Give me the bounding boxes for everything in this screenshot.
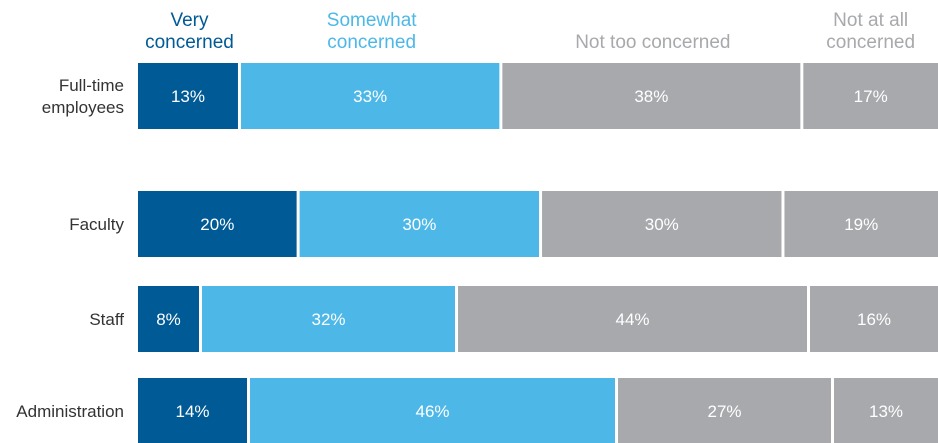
category-label-administration: Administration bbox=[16, 402, 124, 421]
data-label-administration-not-at-all-concerned: 13% bbox=[869, 402, 903, 421]
category-label-full-time-employees: Full-time employees bbox=[42, 76, 124, 117]
data-label-faculty-somewhat-concerned: 30% bbox=[402, 215, 436, 234]
bar-administration-not-at-all-concerned bbox=[834, 378, 938, 443]
bar-faculty-very-concerned bbox=[138, 191, 297, 257]
bar-administration-somewhat-concerned bbox=[250, 378, 615, 443]
data-label-faculty-not-too-concerned: 30% bbox=[645, 215, 679, 234]
data-label-staff-very-concerned: 8% bbox=[156, 310, 181, 329]
bar-full-time-employees-not-at-all-concerned bbox=[803, 63, 938, 129]
data-label-staff-not-at-all-concerned: 16% bbox=[857, 310, 891, 329]
category-label-faculty: Faculty bbox=[69, 215, 124, 234]
data-label-faculty-very-concerned: 20% bbox=[200, 215, 234, 234]
bar-staff-not-too-concerned bbox=[458, 286, 807, 352]
category-label-line: Staff bbox=[89, 310, 124, 329]
category-label-line: Faculty bbox=[69, 215, 124, 234]
bar-staff-very-concerned bbox=[138, 286, 199, 352]
bar-faculty-not-too-concerned bbox=[542, 191, 782, 257]
legend-not-too-concerned: Not too concerned bbox=[575, 32, 730, 53]
legend-line: Very bbox=[170, 10, 209, 31]
data-label-administration-not-too-concerned: 27% bbox=[707, 402, 741, 421]
data-label-full-time-employees-not-at-all-concerned: 17% bbox=[854, 87, 888, 106]
legend-not-at-all-concerned: Not at all concerned bbox=[826, 10, 915, 53]
category-label-line: Full-time bbox=[59, 76, 124, 95]
bar-administration-not-too-concerned bbox=[618, 378, 831, 443]
legend-line: Not too concerned bbox=[575, 32, 730, 53]
legend-very-concerned: Very concerned bbox=[145, 10, 234, 53]
bar-faculty-not-at-all-concerned bbox=[784, 191, 938, 257]
category-label-staff: Staff bbox=[89, 310, 124, 329]
data-label-full-time-employees-very-concerned: 13% bbox=[171, 87, 205, 106]
bar-staff-not-at-all-concerned bbox=[810, 286, 938, 352]
legend-line: Not at all bbox=[833, 10, 908, 31]
legend-line: concerned bbox=[145, 32, 234, 53]
bar-staff-somewhat-concerned bbox=[202, 286, 455, 352]
data-label-staff-somewhat-concerned: 32% bbox=[311, 310, 345, 329]
data-label-faculty-not-at-all-concerned: 19% bbox=[844, 215, 878, 234]
legend-somewhat-concerned: Somewhat concerned bbox=[327, 10, 417, 53]
data-label-full-time-employees-somewhat-concerned: 33% bbox=[353, 87, 387, 106]
bar-full-time-employees-not-too-concerned bbox=[502, 63, 801, 129]
legend-line: concerned bbox=[327, 32, 416, 53]
bar-administration-very-concerned bbox=[138, 378, 247, 443]
bar-full-time-employees-somewhat-concerned bbox=[240, 63, 500, 129]
bar-faculty-somewhat-concerned bbox=[299, 191, 540, 257]
data-label-staff-not-too-concerned: 44% bbox=[615, 310, 649, 329]
data-label-administration-very-concerned: 14% bbox=[175, 402, 209, 421]
bar-full-time-employees-very-concerned bbox=[138, 63, 238, 129]
data-label-full-time-employees-not-too-concerned: 38% bbox=[634, 87, 668, 106]
category-label-line: employees bbox=[42, 98, 124, 117]
data-label-administration-somewhat-concerned: 46% bbox=[415, 402, 449, 421]
category-label-line: Administration bbox=[16, 402, 124, 421]
legend-line: concerned bbox=[826, 32, 915, 53]
legend-line: Somewhat bbox=[327, 10, 417, 31]
